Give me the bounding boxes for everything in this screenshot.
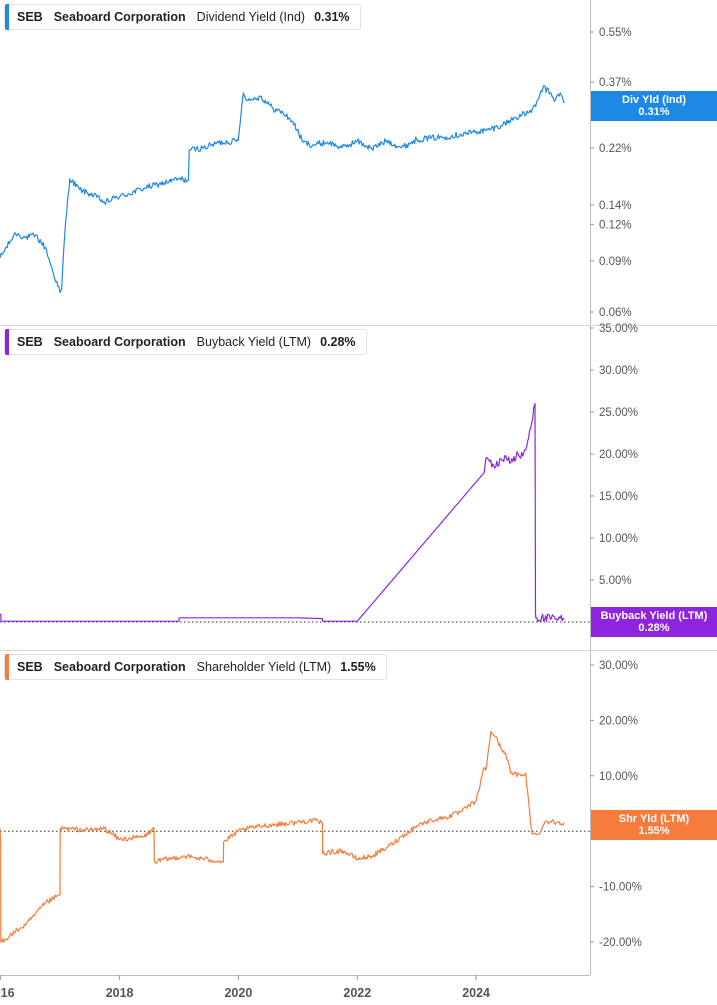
dividend-yield-swatch: [5, 4, 9, 30]
x-tick-label: 2020: [224, 986, 252, 1000]
shareholder-yield-legend: SEB Seaboard Corporation Shareholder Yie…: [4, 654, 387, 680]
badge-label: Buyback Yield (LTM): [600, 610, 708, 622]
legend-company: Seaboard Corporation: [53, 660, 186, 674]
y-tick-label: 0.12%: [599, 219, 632, 231]
series-line: [0, 730, 565, 943]
y-tick-label: 5.00%: [599, 575, 632, 587]
legend-value: 0.31%: [314, 10, 350, 24]
legend-value: 1.55%: [340, 660, 376, 674]
y-tick-label: -20.00%: [599, 937, 642, 949]
buyback-yield-badge: Buyback Yield (LTM) 0.28%: [591, 607, 717, 637]
badge-label: Div Yld (Ind): [622, 94, 686, 106]
y-tick-label: 0.06%: [599, 307, 632, 319]
legend-metric: Dividend Yield (Ind): [196, 10, 306, 24]
y-tick-label: 0.14%: [599, 200, 632, 212]
y-tick-label: 35.00%: [599, 323, 638, 335]
y-tick-label: -10.00%: [599, 882, 642, 894]
x-tick-label: 2024: [462, 986, 490, 1000]
legend-metric: Shareholder Yield (LTM): [196, 660, 332, 674]
x-tick-label: 2016: [0, 986, 15, 1000]
badge-value: 0.31%: [638, 106, 670, 118]
legend-ticker: SEB: [17, 10, 43, 24]
y-tick-label: 15.00%: [599, 491, 638, 503]
shareholder-yield-swatch: [5, 654, 9, 680]
legend-company: Seaboard Corporation: [53, 10, 186, 24]
legend-value: 0.28%: [320, 335, 356, 349]
x-tick-label: 2018: [106, 986, 134, 1000]
y-tick-label: 20.00%: [599, 449, 638, 461]
y-tick-label: 20.00%: [599, 715, 638, 727]
y-tick-label: 0.37%: [599, 77, 632, 89]
legend-metric: Buyback Yield (LTM): [196, 335, 312, 349]
legend-company: Seaboard Corporation: [53, 335, 186, 349]
y-tick-label: 10.00%: [599, 533, 638, 545]
badge-value: 1.55%: [638, 825, 670, 837]
buyback-yield-swatch: [5, 329, 9, 355]
dividend-yield-legend: SEB Seaboard Corporation Dividend Yield …: [4, 4, 361, 30]
y-tick-label: 0.22%: [599, 143, 632, 155]
badge-value: 0.28%: [638, 622, 670, 634]
buyback-yield-legend: SEB Seaboard Corporation Buyback Yield (…: [4, 329, 367, 355]
dividend-yield-badge: Div Yld (Ind) 0.31%: [591, 91, 717, 121]
series-line: [0, 84, 565, 294]
legend-ticker: SEB: [17, 335, 43, 349]
badge-label: Shr Yld (LTM): [618, 813, 690, 825]
legend-ticker: SEB: [17, 660, 43, 674]
shareholder-yield-badge: Shr Yld (LTM) 1.55%: [591, 810, 717, 840]
y-tick-label: 10.00%: [599, 771, 638, 783]
y-tick-label: 30.00%: [599, 365, 638, 377]
series-line: [0, 403, 565, 623]
y-tick-label: 0.55%: [599, 27, 632, 39]
y-tick-label: 0.09%: [599, 256, 632, 268]
y-tick-label: 25.00%: [599, 407, 638, 419]
y-tick-label: 30.00%: [599, 660, 638, 672]
x-tick-label: 2022: [343, 986, 371, 1000]
